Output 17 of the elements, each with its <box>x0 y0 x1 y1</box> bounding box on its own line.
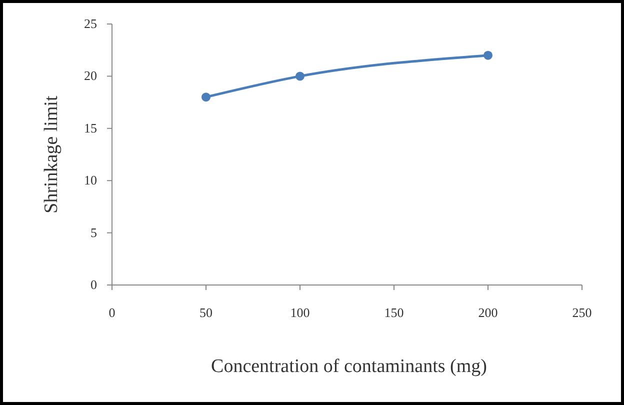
point <box>484 50 492 60</box>
y-tick-label: 5 <box>90 224 97 240</box>
y-tick-label: 25 <box>84 16 97 31</box>
x-tick-label: 50 <box>200 305 212 320</box>
point <box>202 92 210 102</box>
y-axis-title: Shrinkage limit <box>41 94 62 214</box>
y-tick-label: 10 <box>84 172 97 188</box>
y-tick-label: 20 <box>84 68 97 84</box>
x-axis-title: Concentration of contaminants (mg) <box>211 356 487 377</box>
x-tick-label: 100 <box>290 305 310 320</box>
y-tick-label: 15 <box>84 120 97 136</box>
x-tick-label: 250 <box>572 305 592 320</box>
y-tick-label: 0 <box>90 277 97 292</box>
x-tick-label: 200 <box>478 305 498 320</box>
point <box>296 72 304 81</box>
x-tick-label: 0 <box>108 305 116 320</box>
x-tick-label: 150 <box>384 305 404 320</box>
